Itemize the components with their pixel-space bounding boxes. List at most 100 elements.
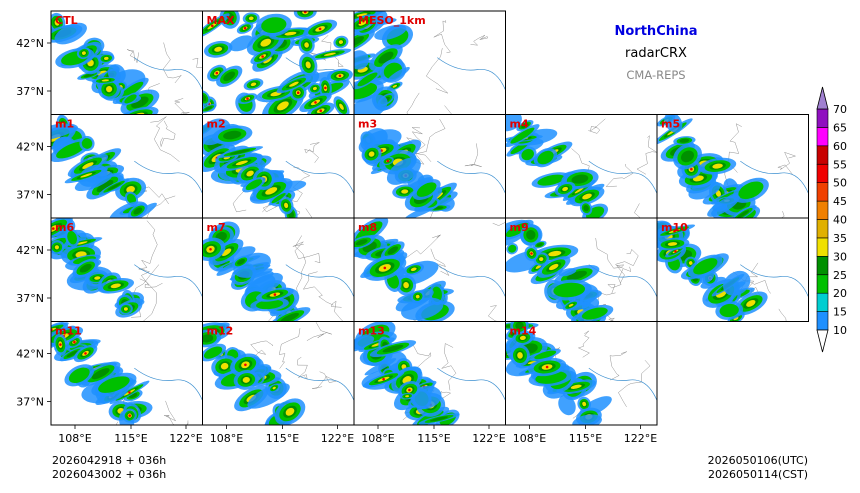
panel-m3: m3 — [353, 114, 506, 219]
echo-20dbz — [256, 299, 284, 310]
echo-30dbz — [548, 250, 562, 257]
province-boundary — [607, 266, 632, 294]
river-line — [285, 367, 354, 402]
panel-label: m7 — [207, 221, 226, 234]
panel-label: m6 — [55, 221, 74, 234]
echo-30dbz — [401, 189, 409, 194]
echo-20dbz — [510, 127, 535, 144]
echo-50dbz — [338, 74, 342, 78]
echo-30dbz — [323, 52, 336, 56]
colorbar-segment — [816, 292, 829, 312]
echo-50dbz — [314, 101, 317, 104]
panel-m2: m2 — [202, 114, 355, 219]
echo-10dbz — [386, 157, 421, 185]
radar-field — [202, 322, 354, 425]
echo-30dbz — [246, 170, 254, 177]
colorbar-label: 40 — [833, 214, 847, 227]
echo-20dbz — [271, 192, 286, 204]
echo-25dbz — [202, 334, 214, 343]
echo-10dbz — [74, 171, 113, 191]
echo-10dbz — [364, 358, 397, 376]
x-tick-label: 108°E — [513, 432, 546, 445]
panel-label: m3 — [358, 118, 377, 131]
echo-20dbz — [124, 94, 137, 104]
init-time-line-2: 2026043002 + 036h — [52, 468, 166, 481]
panel-m6: m6 — [50, 217, 203, 322]
echo-30dbz — [392, 84, 398, 88]
echo-30dbz — [285, 407, 295, 416]
x-tick-label: 115°E — [266, 432, 299, 445]
y-tick-label: 37°N — [16, 189, 44, 202]
colorbar-label: 35 — [833, 232, 847, 245]
colorbar-label: 50 — [833, 177, 847, 190]
x-tick-label: 115°E — [114, 432, 147, 445]
colorbar-label: 55 — [833, 158, 847, 171]
colorbar-label: 45 — [833, 195, 847, 208]
province-boundary — [160, 120, 176, 147]
echo-10dbz — [664, 114, 683, 133]
panel-label: m11 — [55, 325, 82, 338]
river-line — [437, 57, 506, 92]
echo-25dbz — [223, 71, 236, 82]
radar-field — [51, 114, 203, 218]
y-tick-label: 42°N — [16, 348, 44, 361]
echo-30dbz — [368, 151, 375, 157]
echo-30dbz — [123, 307, 128, 311]
echo-50dbz — [261, 55, 264, 58]
echo-50dbz — [386, 159, 390, 163]
province-boundary — [304, 142, 320, 163]
panel-label: CTL — [55, 14, 78, 27]
panel-label: MAX — [207, 14, 235, 27]
panel-frame — [656, 217, 809, 322]
echo-10dbz — [247, 383, 290, 409]
province-boundary — [297, 357, 308, 380]
colorbar-segment — [816, 108, 829, 128]
echo-30dbz — [284, 202, 289, 209]
echo-50dbz — [383, 266, 387, 270]
echo-20dbz — [537, 174, 565, 186]
echo-10dbz — [723, 270, 751, 296]
echo-30dbz — [272, 386, 276, 390]
radar-field — [51, 12, 203, 115]
province-boundary — [411, 127, 432, 162]
echo-10dbz — [707, 195, 740, 217]
echo-25dbz — [526, 230, 536, 240]
province-boundary — [312, 371, 337, 389]
panel-m7: m7 — [202, 217, 355, 322]
echo-30dbz — [126, 185, 135, 193]
colorbar: 10 15 20 25 30 35 40 45 50 55 60 65 70 — [816, 86, 847, 353]
panel-label: m14 — [510, 325, 537, 338]
colorbar-segment — [816, 219, 829, 239]
echo-30dbz — [284, 31, 297, 36]
echo-50dbz — [382, 377, 385, 381]
panel-m13: m13 — [353, 321, 506, 426]
echo-50dbz — [209, 248, 212, 251]
chart-title: NorthChina — [615, 24, 698, 39]
panel-m5: m5 — [656, 114, 809, 219]
echo-20dbz — [245, 179, 263, 191]
echo-30dbz — [80, 173, 93, 178]
panel-max: MAX — [202, 10, 355, 115]
panel-grid: CTL MAX MESO_1km m1 m2 m3 m4 m5 m6 m7 m8 m9 m10 m11 m1… — [50, 10, 809, 426]
echo-20dbz — [416, 182, 437, 197]
echo-30dbz — [574, 187, 584, 194]
echo-50dbz — [545, 365, 549, 369]
echo-30dbz — [746, 299, 756, 307]
echo-25dbz — [83, 73, 95, 78]
river-line — [134, 160, 203, 195]
echo-20dbz — [534, 350, 557, 360]
colorbar-label: 65 — [833, 121, 847, 134]
panel-label: m5 — [661, 118, 680, 131]
echo-50dbz — [304, 11, 307, 14]
echo-25dbz — [429, 416, 449, 422]
colorbar-segment — [816, 311, 829, 331]
river-line — [437, 367, 506, 402]
panel-m8: m8 — [353, 217, 506, 322]
echo-30dbz — [54, 19, 60, 26]
colorbar-segment — [816, 145, 829, 165]
axis-ticks: 42°N 37°N 42°N 37°N 42°N 37°N 42°N 37°N 108°E 115… — [16, 37, 657, 445]
panel-label: m13 — [358, 325, 385, 338]
panel-m9: m9 — [505, 217, 658, 322]
echo-30dbz — [101, 79, 110, 82]
colorbar-label: 10 — [833, 324, 847, 337]
